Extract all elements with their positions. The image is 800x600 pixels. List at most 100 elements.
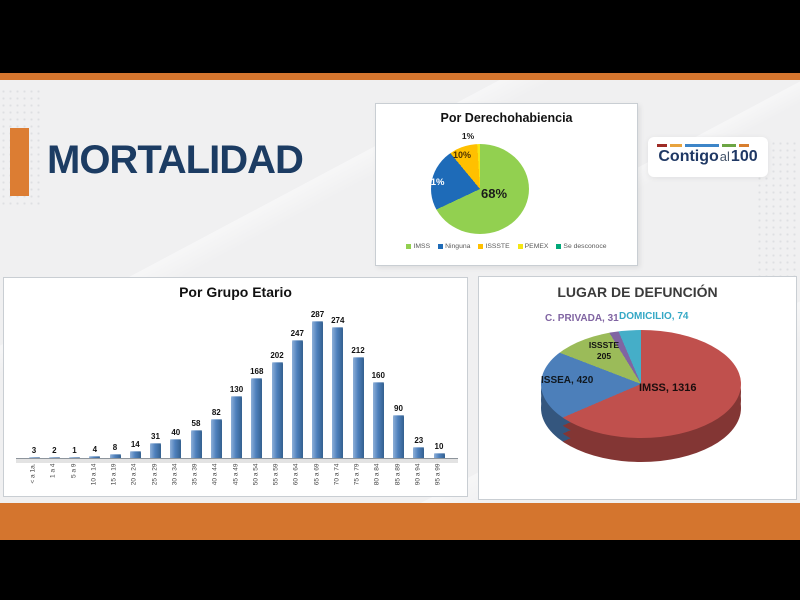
x-axis-label: 95 a 99 <box>434 463 442 486</box>
bar-value-label: 40 <box>171 427 181 437</box>
derechohabiencia-pie <box>431 144 529 234</box>
x-axis-label: 5 a 9 <box>70 463 77 478</box>
logo-word: Contigo <box>658 148 719 165</box>
bar-70-a-74 <box>332 327 344 458</box>
legend-label: Se desconoce <box>563 243 607 250</box>
bar-value-label: 160 <box>371 370 385 380</box>
top-orange-stripe <box>0 73 800 80</box>
x-axis-floor <box>16 458 458 463</box>
x-axis-label: 15 a 19 <box>110 463 118 486</box>
bar-<-a-1a. <box>28 456 40 458</box>
legend-swatch <box>556 244 562 249</box>
logo-dash <box>722 144 736 147</box>
slice-label-issste-205: ISSSTE 205 <box>588 340 620 362</box>
bar-value-label: 90 <box>394 404 403 413</box>
bar-40-a-44 <box>210 418 222 458</box>
bar-value-label: 247 <box>290 329 304 339</box>
slice-label-issste: 10% <box>452 150 471 160</box>
bar-45-a-49 <box>231 395 242 458</box>
bar-1-a-4 <box>48 456 60 458</box>
slice-label-ninguna: 21% <box>425 177 445 188</box>
slice-label-issea-420: ISSEA, 420 <box>541 375 594 386</box>
bottom-orange-band <box>0 503 800 540</box>
logo-dash <box>739 144 749 147</box>
contigo-al-100-logo: Contigoal100 <box>648 137 768 177</box>
bar-value-label: 23 <box>414 436 424 445</box>
logo-mid: al <box>719 149 730 164</box>
x-axis-label: 85 a 89 <box>394 463 401 486</box>
slice-label-imss-1316: IMSS, 1316 <box>639 382 697 394</box>
bar-10-a-14 <box>89 456 101 458</box>
x-axis-label: 75 a 79 <box>353 463 361 486</box>
logo-dashes <box>657 144 749 147</box>
legend-label: PEMEX <box>524 243 549 250</box>
legend-swatch <box>478 244 484 249</box>
bar-value-label: 202 <box>270 350 284 360</box>
legend-swatch <box>438 244 444 249</box>
bar-35-a-39 <box>190 430 202 458</box>
logo-num: 100 <box>730 148 758 165</box>
legend-item-se-desconoce: Se desconoce <box>556 243 607 250</box>
bar-value-label: 130 <box>229 384 244 394</box>
legend-item-issste: ISSSTE <box>478 243 510 250</box>
bar-value-label: 212 <box>351 345 365 355</box>
x-axis-label: 25 a 29 <box>151 463 158 486</box>
x-axis-label: 20 a 24 <box>130 463 138 486</box>
slice-label-cprivada-31: C. PRIVADA, 31 <box>545 313 619 324</box>
x-axis-label: 90 a 94 <box>414 463 422 486</box>
x-axis-label: 30 a 34 <box>171 463 179 486</box>
x-axis-label: 50 a 54 <box>252 463 260 486</box>
legend-label: Ninguna <box>445 243 471 250</box>
logo-dash <box>685 144 719 147</box>
logo-dash <box>657 144 667 147</box>
bar-value-label: 1 <box>72 445 77 455</box>
legend-swatch <box>517 244 523 249</box>
bar-5-a-9 <box>69 456 80 458</box>
lugar-defuncion-panel: LUGAR DE DEFUNCIÓN IMSS, 1316 ISSEA, 420… <box>478 276 797 500</box>
bar-value-label: 2 <box>52 445 57 455</box>
logo-dash <box>670 144 682 147</box>
bar-value-label: 274 <box>331 316 345 326</box>
derechohabiencia-legend: IMSS Ninguna ISSSTE PEMEX Se desconoce <box>376 243 637 250</box>
x-axis-label: 40 a 44 <box>211 463 219 486</box>
x-axis-label: 45 a 49 <box>232 463 239 486</box>
legend-label: ISSSTE <box>485 243 510 250</box>
grupo-etario-chart-title: Por Grupo Etario <box>179 284 292 300</box>
bar-55-a-59 <box>271 361 283 458</box>
bar-value-label: 8 <box>112 443 118 453</box>
bar-90-a-94 <box>413 447 425 458</box>
x-axis-label: < a 1a. <box>29 463 37 484</box>
bar-15-a-19 <box>109 454 121 458</box>
x-axis-label: 1 a 4 <box>49 463 57 478</box>
slide: MORTALIDAD Contigoal100 Por Derechohabie… <box>0 80 800 503</box>
bar-value-label: 31 <box>151 432 160 442</box>
legend-item-pemex: PEMEX <box>517 243 549 250</box>
slice-label-imss: 68% <box>480 186 508 201</box>
x-axis-label: 10 a 14 <box>90 463 98 486</box>
slice-label-domicilio-74: DOMICILIO, 74 <box>619 311 689 322</box>
bar-85-a-89 <box>393 415 404 458</box>
bar-value-label: 10 <box>434 442 444 452</box>
x-axis-label: 60 a 64 <box>292 463 300 486</box>
bar-value-label: 168 <box>250 366 264 376</box>
bar-25-a-29 <box>150 443 161 458</box>
legend-item-imss: IMSS <box>406 243 430 250</box>
legend-swatch <box>406 244 412 249</box>
x-axis-label: 55 a 59 <box>272 463 280 486</box>
derechohabiencia-chart-title: Por Derechohabiencia <box>440 111 573 125</box>
legend-label: IMSS <box>413 243 431 250</box>
bar-value-label: 82 <box>211 407 221 417</box>
bar-60-a-64 <box>291 340 303 458</box>
derechohabiencia-panel: Por Derechohabiencia 68% 21% 10% 1% IMSS… <box>375 103 638 266</box>
bar-50-a-54 <box>251 377 263 458</box>
lugar-defuncion-chart-title: LUGAR DE DEFUNCIÓN <box>557 284 718 300</box>
bar-20-a-24 <box>129 451 141 458</box>
logo-text: Contigoal100 <box>657 148 759 166</box>
bar-value-label: 287 <box>310 310 325 319</box>
x-axis-label: 65 a 69 <box>313 463 320 486</box>
x-axis-label: 80 a 84 <box>373 463 381 486</box>
bar-95-a-99 <box>433 453 445 458</box>
bar-value-label: 58 <box>191 419 201 429</box>
legend-item-ninguna: Ninguna <box>438 243 470 250</box>
bar-75-a-79 <box>352 356 364 458</box>
